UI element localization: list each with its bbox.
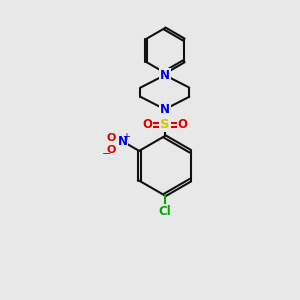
Text: +: + [122,132,130,142]
Text: S: S [160,118,170,131]
Text: Cl: Cl [158,205,171,218]
Text: N: N [160,69,170,82]
Text: −: − [102,149,111,159]
Text: N: N [160,103,170,116]
Text: O: O [106,145,116,154]
Text: O: O [142,118,152,131]
Text: N: N [117,135,128,148]
Text: O: O [106,133,116,143]
Text: O: O [178,118,188,131]
